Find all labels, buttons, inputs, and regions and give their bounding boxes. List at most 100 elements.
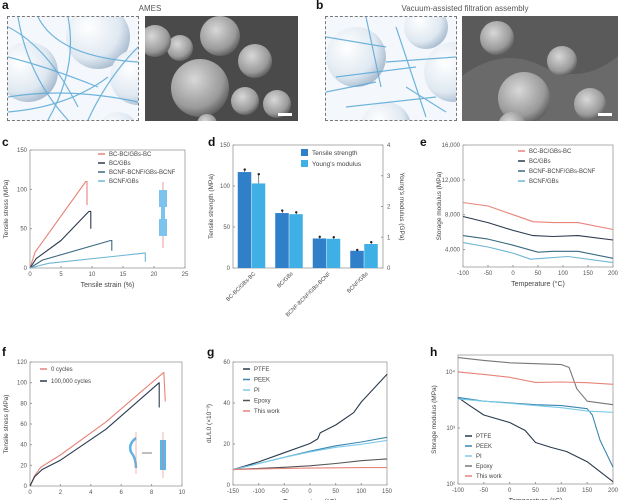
legend-label: BCNF/GBs [109,179,139,185]
x-tick-label: 100 [356,489,367,495]
x-tick-label: -50 [280,489,289,495]
y-tick-label: 0 [227,266,231,272]
x-axis-label: Tensile strain (%) [81,282,135,289]
panel-label-d: d [208,135,216,149]
x-tick-label: 100 [558,271,569,277]
y-axis-label: Storage modulus (MPa) [436,172,443,241]
y2-tick-label: 0 [387,266,391,272]
legend-label: Epoxy [476,464,493,470]
specimen-neck [161,207,165,219]
data-point [295,211,298,214]
bar-young-s-modulus [326,238,341,268]
x-tick-label: 0 [308,489,312,495]
legend-label: BC/GBs [109,161,131,167]
series-line-peek [232,436,388,471]
x-tick-label: BCNF/GBs [346,271,370,295]
x-tick-label: 25 [182,272,189,278]
series-line-bc-bc-gbs-bc [29,180,88,269]
x-tick-label: 100 [556,488,567,494]
legend-label: BCNF-BCNF/GBs-BCNF [529,169,596,175]
panel-b-sem-image [462,16,618,121]
bending-inset-icon [128,432,166,478]
panel-label-c: c [2,135,9,149]
x-tick-label: -50 [479,488,488,494]
y-tick-label: 100 [17,381,28,387]
y-tick-label: 16,000 [442,143,461,149]
data-point [318,235,321,239]
legend-swatch [301,149,308,156]
legend-label: PEEK [476,444,492,450]
x-tick-label: 0 [28,272,32,278]
y-tick-label: 0 [227,483,231,489]
y-tick-label: 60 [223,360,230,366]
series-line-epoxy [232,458,388,471]
data-point [281,209,284,212]
panel-label-h: h [430,345,438,359]
series-line-this-work [457,371,614,385]
bar-tensile-strength [350,250,364,268]
x-tick-label: 20 [151,272,158,278]
series-line-pi [232,439,388,471]
x-tick-label: 150 [582,488,593,494]
legend-label: PTFE [254,367,269,373]
legend-label: PEEK [254,378,270,384]
x-tick-label: BC/GBs [276,271,294,289]
x-tick-label: 50 [532,488,539,494]
y-tick-label: 8,000 [445,213,461,219]
scale-bar [278,113,292,116]
bar-tensile-strength [312,238,327,268]
x-tick-label: 200 [608,488,619,494]
panel-label-a: a [2,0,9,12]
x-tick-label: -50 [484,271,493,277]
data-point [332,236,335,239]
chart-h-storage-modulus-comparison: -100 -50 0 50 100 150 200 10² 10³ 10⁴ Temperature … [431,354,619,500]
chart-c-stress-strain: 0 5 10 15 20 25 0 50 100 150 Tensile strain (%) Ten… [3,148,189,289]
y-tick-label: 80 [20,401,27,407]
series-line-0-cycles [29,371,166,487]
legend-label: Epoxy [254,399,271,405]
x-tick-label: 0 [511,271,515,277]
y2-tick-label: 4 [387,143,391,149]
x-tick-label: BC-BC/GBs-BC [225,271,257,303]
bent-specimen [128,437,138,469]
bar-young-s-modulus [251,183,266,268]
x-tick-label: 2 [59,490,63,496]
specimen-grip-bottom [159,219,167,236]
y-tick-label: 12,000 [442,178,461,184]
chart-d-bar-strength-modulus: 0 50 100 150 0 1 2 3 4 Tensile strength (MPa) Youn… [208,143,405,318]
legend-label: This work [254,409,281,415]
y-tick-label: 150 [17,148,28,154]
microsphere-fiber-illustration [8,17,138,120]
y-tick-label: 100 [220,184,231,190]
y-axis-label: dL/L0 (×10⁻³) [206,404,213,443]
series-line-pi [457,398,614,413]
sem-microspheres-sparse [462,16,618,121]
legend-label: BC-BC/GBs-BC [109,152,152,158]
bar-tensile-strength [237,172,252,268]
x-tick-label: 4 [89,490,93,496]
panel-label-e: e [420,135,427,149]
x-axis-label: Temperature (°C) [509,497,563,500]
panel-a-schematic [7,16,139,121]
x-tick-label: -100 [253,489,266,495]
series-line-bcnf-bcnf-gbs-bcnf [29,239,113,269]
panel-b-title: Vacuum-assisted filtration assembly [401,4,529,13]
y-tick-label: 4,000 [445,248,461,254]
y-tick-label: 120 [17,360,28,366]
x-tick-label: -150 [227,489,240,495]
y-tick-label: 60 [20,422,27,428]
chart-g-thermal-expansion: -150 -100 -50 0 50 100 150 0 20 40 60 Temperature (… [206,360,393,500]
series-line-bc-bc-gbs-bc [462,201,614,231]
x-tick-label: 15 [120,272,127,278]
x-tick-label: 0 [508,488,512,494]
y-tick-label: 10² [446,482,455,488]
panel-a-title: AMES [138,4,162,13]
legend-label: Tensile strength [312,150,358,157]
legend-label: PI [476,454,482,460]
y-axis-label: Storage modulus (MPa) [431,385,438,454]
series-line-bc-gbs [462,215,614,241]
bar-young-s-modulus [364,244,378,268]
panel-label-g: g [207,345,215,359]
chart-e-storage-modulus: -100 -50 0 50 100 150 200 4,000 8,000 12,000 16,00… [436,143,619,288]
